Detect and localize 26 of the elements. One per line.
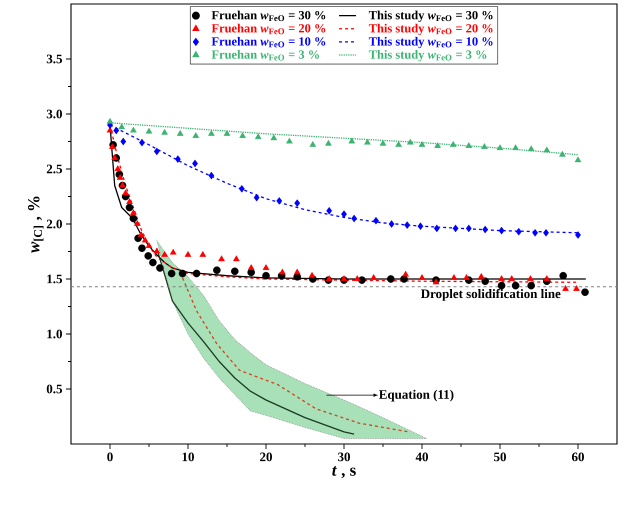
x-tick-label: 60 (572, 452, 584, 462)
x-tick-label: 0 (107, 452, 113, 462)
y-tick-label: 3.0 (46, 110, 62, 118)
legend-label: This study w$_{FeO}$ = 30 % (368, 10, 493, 22)
legend-label: Fruehan w$_{FeO}$ = 30 % (212, 10, 326, 22)
annotation: Equation (11) (379, 390, 454, 402)
x-tick-label: 20 (260, 452, 272, 462)
legend-label: This study w$_{FeO}$ = 3 % (368, 50, 486, 62)
legend-label: Fruehan w$_{FeO}$ = 3 % (212, 50, 320, 60)
y-tick-label: 2.0 (46, 220, 62, 228)
x-tick-label: 50 (494, 452, 506, 462)
legend-label: Fruehan w$_{FeO}$ = 20 % (212, 24, 326, 34)
y-tick-label: 0.5 (46, 384, 62, 394)
y-tick-label: 1.0 (47, 330, 62, 338)
x-tick-label: 40 (416, 452, 428, 462)
x-tick-label: 30 (338, 452, 350, 462)
ref-line-label: Droplet solidification line (420, 288, 560, 301)
legend-label: Fruehan w$_{FeO}$ = 10 % (212, 36, 326, 48)
y-tick-label: 1.5 (47, 274, 62, 284)
y-tick-label: 3.5 (46, 54, 62, 64)
x-axis-title: t , s (332, 466, 356, 478)
legend-label: This study w$_{FeO}$ = 20 % (368, 24, 493, 36)
legend-label: This study w$_{FeO}$ = 10 % (368, 36, 493, 48)
y-tick-label: 2.5 (46, 164, 62, 174)
x-tick-label: 10 (182, 452, 194, 462)
y-axis-title: w$_{[C]}$ , % (28, 196, 44, 253)
